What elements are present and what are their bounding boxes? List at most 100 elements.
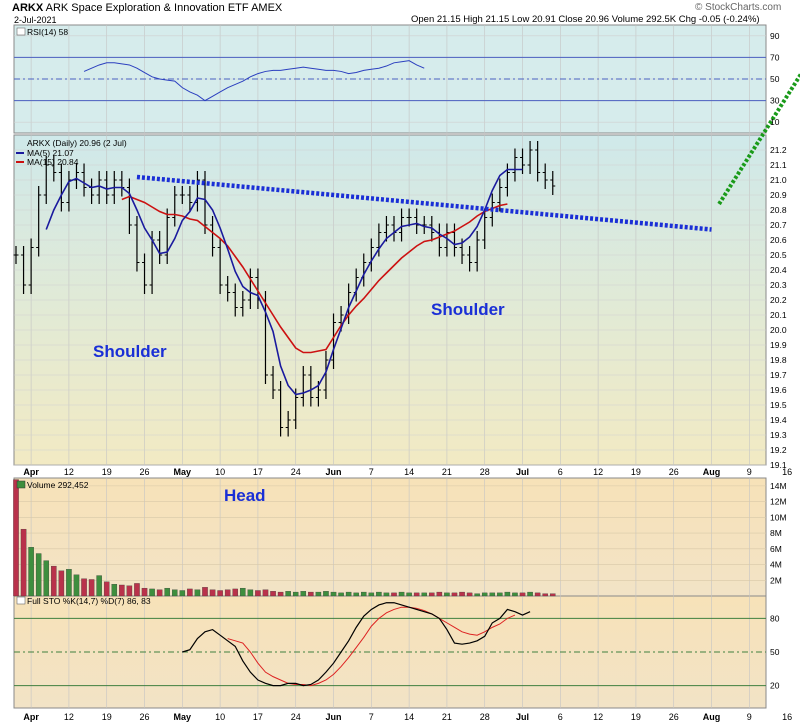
volume-bar — [66, 569, 72, 597]
volume-bar — [43, 560, 49, 597]
price-bar — [278, 381, 284, 437]
volume-bar — [527, 591, 533, 597]
volume-bar — [497, 592, 503, 597]
volume-bar — [361, 591, 367, 597]
bottom-x-tick-label: 16 — [782, 712, 792, 722]
volume-tick-label: 6M — [770, 544, 782, 554]
price-x-tick-label: 26 — [140, 467, 150, 477]
volume-bar — [247, 589, 254, 597]
volume-bar — [323, 591, 329, 597]
price-x-tick-label: 9 — [747, 467, 752, 477]
volume-tick-label: 12M — [770, 497, 787, 507]
rsi-tick-label: 50 — [770, 74, 780, 84]
rsi-legend: RSI(14) 58 — [27, 27, 68, 37]
price-x-tick-label: 26 — [669, 467, 679, 477]
volume-bar — [270, 591, 276, 597]
price-bar — [51, 156, 57, 182]
price-bar — [512, 148, 518, 182]
volume-panel — [13, 477, 767, 597]
volume-bar — [489, 592, 496, 597]
price-bar — [376, 223, 382, 257]
rsi-tick-label: 90 — [770, 31, 780, 41]
price-tick-label: 19.8 — [770, 355, 787, 365]
left-shoulder-label: Shoulder — [93, 342, 167, 361]
sto-tick-label: 80 — [770, 613, 780, 623]
volume-bar — [35, 553, 42, 597]
volume-bar — [368, 592, 375, 597]
sto-tick-label: 50 — [770, 647, 780, 657]
volume-bar — [255, 590, 261, 597]
price-tick-label: 20.7 — [770, 220, 787, 230]
bottom-x-tick-label: 26 — [140, 712, 150, 722]
volume-legend-swatch — [16, 480, 26, 489]
volume-bar — [51, 565, 57, 597]
volume-bar — [13, 479, 19, 597]
price-tick-label: 19.3 — [770, 430, 787, 440]
volume-legend: Volume 292,452 — [27, 480, 89, 490]
volume-bar — [391, 592, 397, 597]
price-tick-label: 21.0 — [770, 175, 787, 185]
price-tick-label: 19.6 — [770, 385, 787, 395]
rsi-tick-label: 10 — [770, 117, 780, 127]
price-tick-label: 20.3 — [770, 280, 787, 290]
price-bar — [308, 366, 314, 407]
price-bar — [96, 171, 102, 204]
price-bar — [240, 291, 246, 317]
price-bar — [36, 186, 42, 257]
price-bar — [217, 238, 223, 294]
volume-bar — [240, 587, 246, 597]
price-tick-label: 19.9 — [770, 340, 787, 350]
price-bar — [172, 186, 178, 227]
volume-bar — [504, 591, 511, 597]
volume-bar — [28, 547, 34, 597]
head-label: Head — [224, 486, 266, 505]
bottom-x-tick-label: 7 — [369, 712, 374, 722]
price-bar — [202, 171, 208, 234]
volume-bar — [194, 589, 201, 597]
volume-bar — [300, 591, 307, 597]
volume-bar — [88, 579, 95, 597]
price-tick-label: 21.2 — [770, 145, 787, 155]
bottom-x-tick-label: May — [174, 712, 192, 722]
price-bar — [550, 171, 556, 195]
price-bar — [225, 276, 231, 302]
bottom-x-tick-label: 14 — [404, 712, 414, 722]
bottom-x-tick-label: 12 — [593, 712, 603, 722]
price-tick-label: 20.8 — [770, 205, 787, 215]
price-tick-label: 20.0 — [770, 325, 787, 335]
bottom-x-tick-label: 6 — [558, 712, 563, 722]
rsi-tick-label: 70 — [770, 52, 780, 62]
volume-bar — [58, 570, 65, 597]
price-tick-label: 20.6 — [770, 235, 787, 245]
price-bar — [285, 411, 291, 437]
volume-bar — [156, 589, 163, 597]
price-bar — [535, 141, 541, 182]
volume-bar — [345, 591, 352, 597]
price-legend-title: ARKX (Daily) 20.96 (2 Jul) — [27, 138, 127, 148]
price-x-tick-label: 10 — [215, 467, 225, 477]
volume-bar — [330, 591, 337, 597]
bottom-x-tick-label: 17 — [253, 712, 263, 722]
volume-bar — [481, 592, 488, 597]
ma5-legend: MA(5) 21.07 — [27, 148, 74, 158]
volume-bar — [277, 591, 284, 597]
volume-bar — [96, 575, 102, 597]
bottom-x-tick-label: Jun — [326, 712, 342, 722]
volume-bar — [172, 589, 178, 597]
price-x-tick-label: 24 — [291, 467, 301, 477]
rsi-legend-swatch — [16, 27, 26, 36]
volume-bar — [119, 584, 125, 597]
volume-bar — [202, 587, 208, 597]
price-bar — [104, 171, 110, 204]
volume-bar — [474, 593, 480, 597]
price-tick-label: 19.2 — [770, 445, 787, 455]
price-bar — [383, 216, 389, 242]
ticker-symbol: ARKX — [12, 2, 44, 14]
price-tick-label: 20.9 — [770, 190, 787, 200]
price-x-tick-label: 16 — [782, 467, 792, 477]
bottom-x-tick-label: 21 — [442, 712, 452, 722]
price-x-tick-label: 17 — [253, 467, 263, 477]
bottom-x-tick-label: 28 — [480, 712, 490, 722]
